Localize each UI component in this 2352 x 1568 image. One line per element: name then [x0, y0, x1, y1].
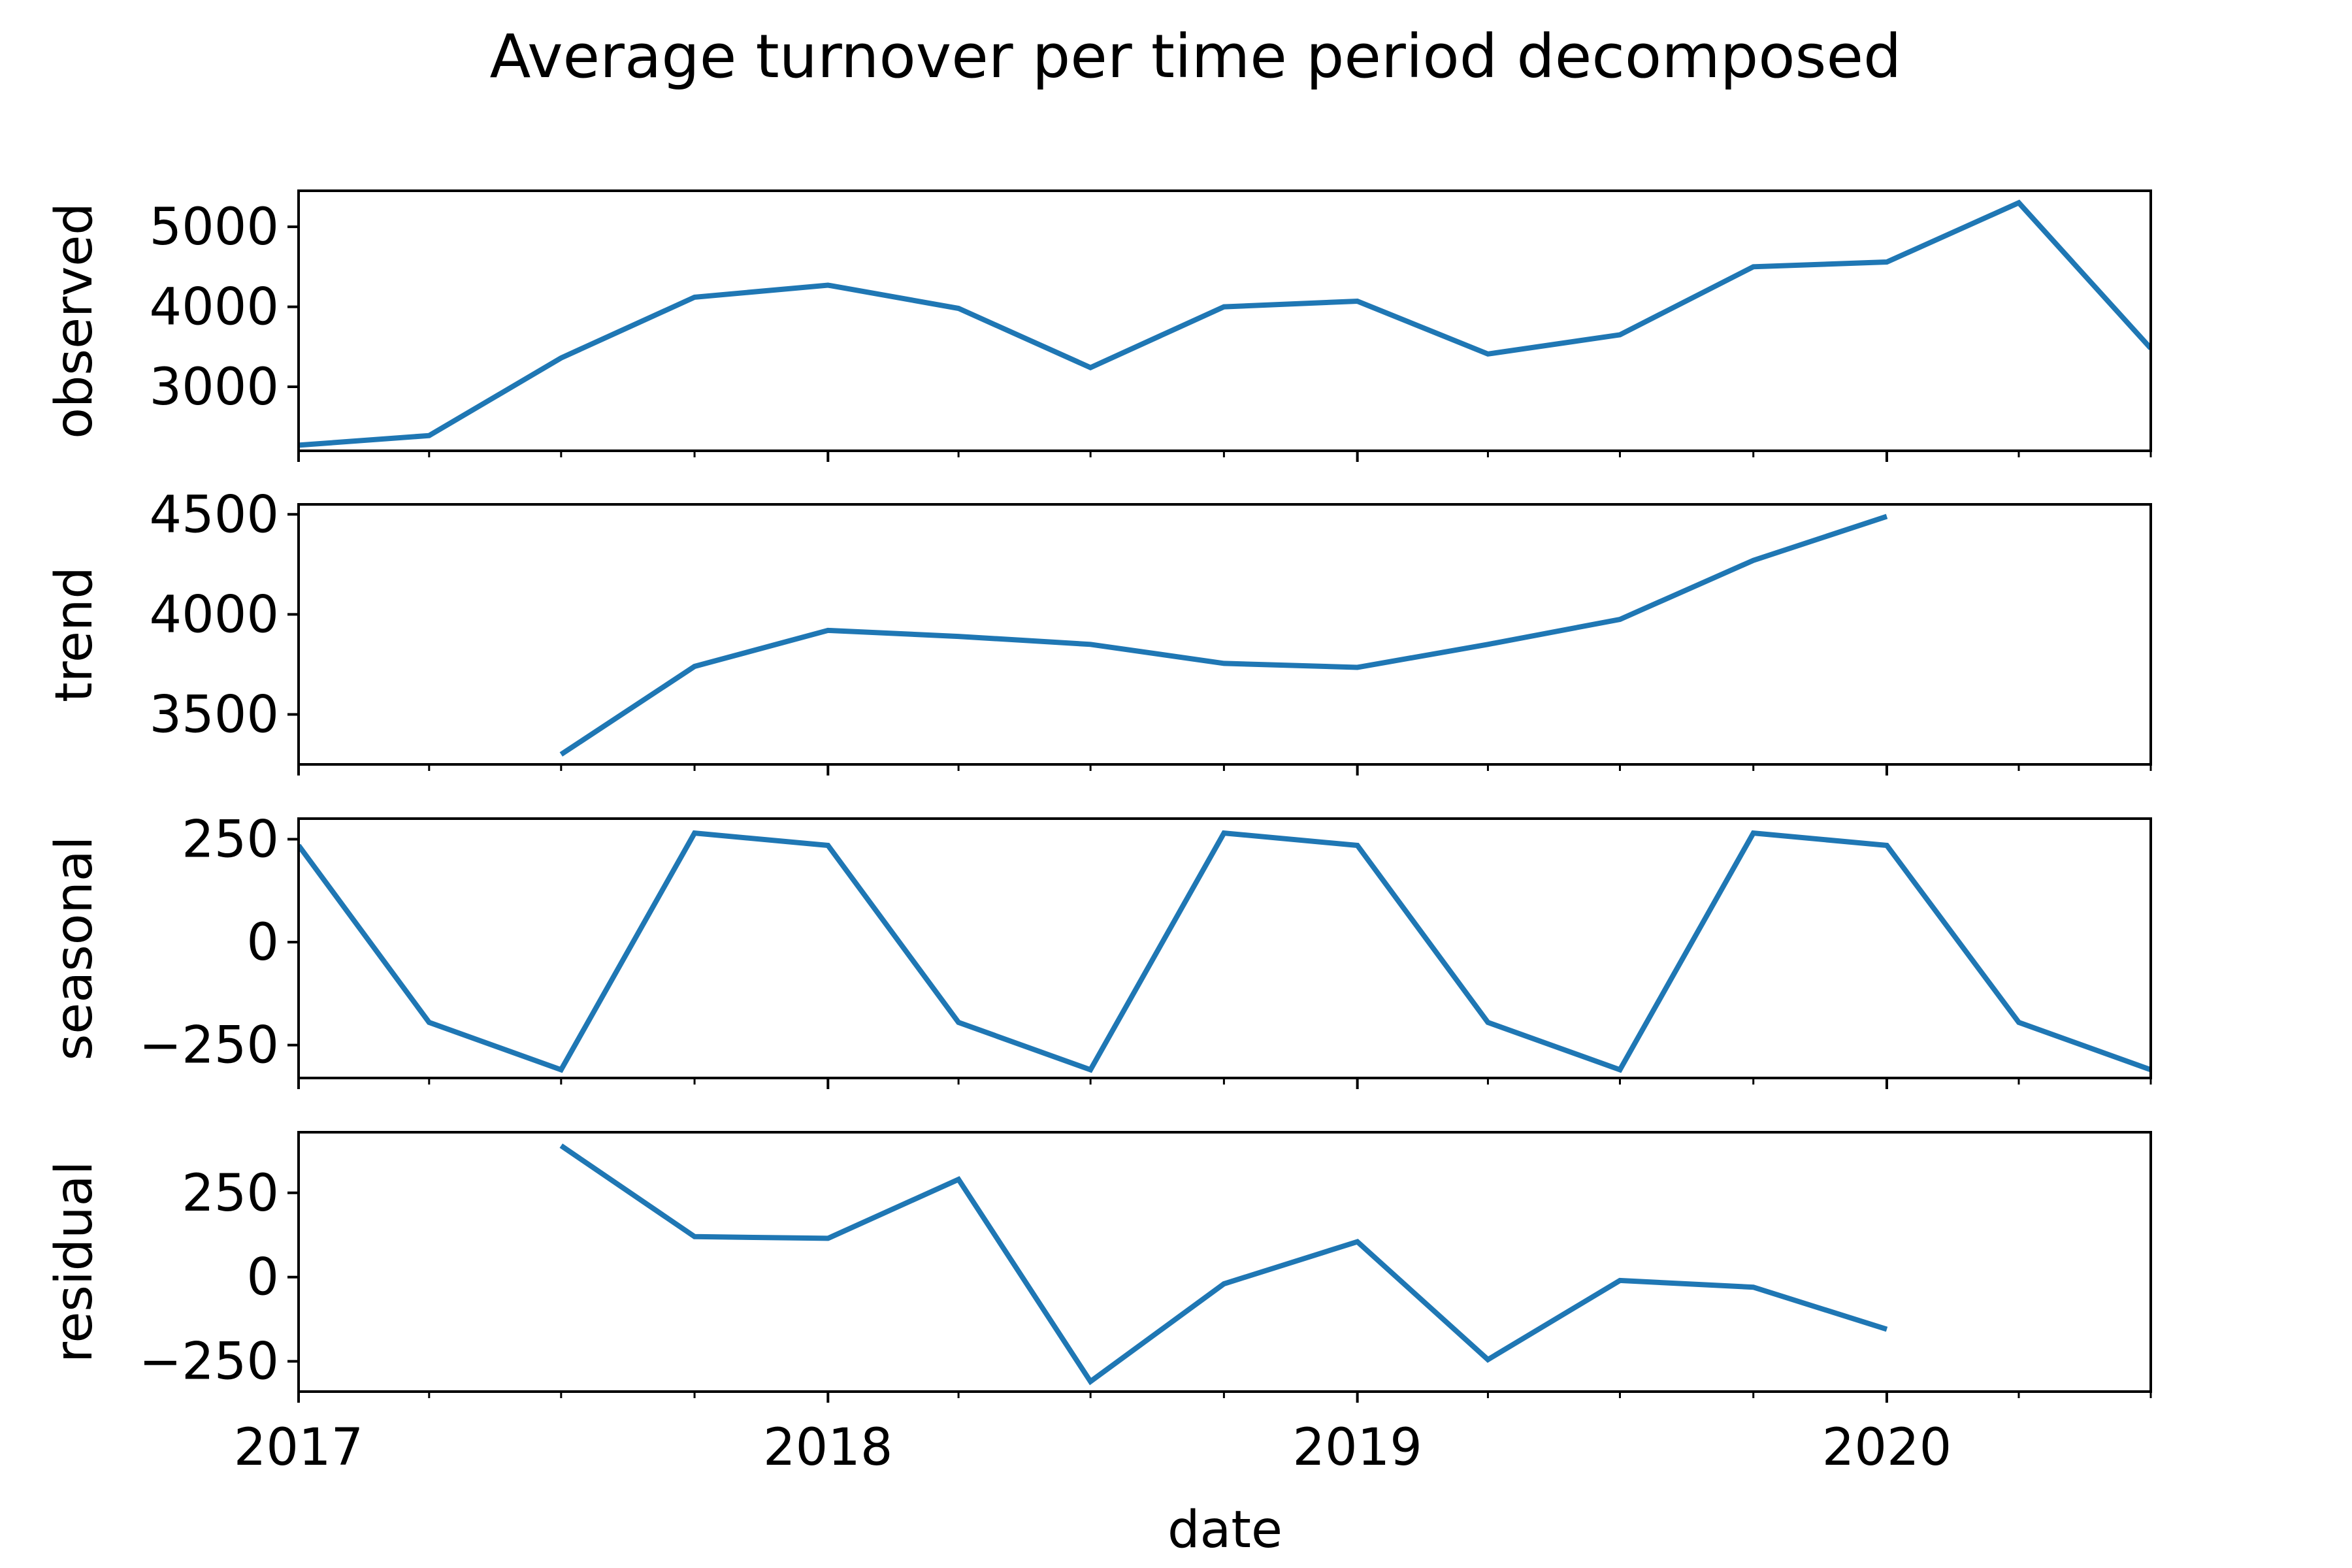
seasonal-y-tick-label: 250: [182, 811, 279, 870]
trend-y-tick-label: 3500: [149, 685, 279, 744]
residual-y-axis-label: residual: [45, 1161, 104, 1363]
panel-observed: 3000 4000 5000 observed: [45, 189, 2152, 462]
seasonal-series-line: [299, 830, 2151, 1073]
observed-y-tick-label: 5000: [149, 198, 279, 257]
chart-title: Average turnover per time period decompo…: [490, 22, 1902, 91]
x-axis-label: date: [1168, 1501, 1282, 1560]
residual-axes-frame: [297, 1131, 2152, 1393]
seasonal-y-tick-label: 0: [246, 913, 279, 972]
panel-trend: 3500 4000 4500 trend: [45, 485, 2152, 776]
residual-y-tick-label: 0: [246, 1249, 279, 1307]
trend-series-line: [559, 514, 1888, 757]
trend-y-axis-label: trend: [45, 566, 104, 702]
trend-y-tick-label: 4000: [149, 585, 279, 644]
x-tick-label: 2020: [1822, 1418, 1952, 1477]
x-tick-label: 2017: [234, 1418, 364, 1477]
x-tick-label: 2018: [763, 1418, 893, 1477]
seasonal-y-tick-label: −250: [139, 1017, 279, 1075]
residual-series-line: [559, 1143, 1888, 1386]
observed-y-tick-label: 3000: [149, 358, 279, 417]
trend-axes-frame: [297, 503, 2152, 766]
observed-series-line: [299, 199, 2151, 448]
trend-y-tick-label: 4500: [149, 485, 279, 544]
observed-y-tick-label: 4000: [149, 278, 279, 337]
observed-axes-frame: [297, 189, 2152, 452]
residual-y-tick-label: −250: [139, 1333, 279, 1392]
panels: 3000 4000 5000 observed 3500 4000 4500 trend −25…: [45, 189, 2152, 1477]
residual-y-tick-label: 250: [182, 1164, 279, 1223]
seasonal-y-axis-label: seasonal: [45, 836, 104, 1061]
panel-seasonal: −250 0 250 seasonal: [45, 811, 2152, 1089]
observed-y-axis-label: observed: [45, 203, 104, 439]
panel-residual: −250 0 250 residual 2017 2018 2019 2020: [45, 1131, 2152, 1477]
x-tick-label: 2019: [1292, 1418, 1422, 1477]
